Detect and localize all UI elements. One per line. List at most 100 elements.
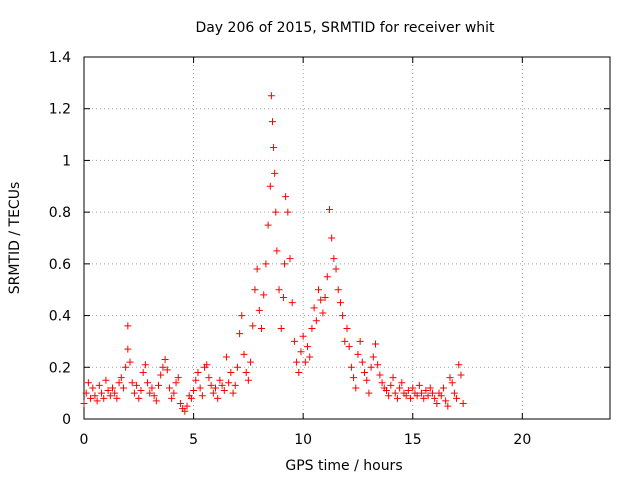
data-point (223, 353, 230, 360)
data-point (262, 260, 269, 267)
data-point (225, 379, 232, 386)
data-point (199, 392, 206, 399)
data-point (300, 333, 307, 340)
data-point (251, 286, 258, 293)
data-point (363, 377, 370, 384)
data-point (85, 379, 92, 386)
data-point (352, 384, 359, 391)
data-point (440, 384, 447, 391)
data-point (337, 299, 344, 306)
data-point (280, 294, 287, 301)
x-tick-label: 10 (294, 432, 312, 448)
data-point (416, 382, 423, 389)
data-point (96, 382, 103, 389)
data-point (131, 390, 138, 397)
data-point (372, 341, 379, 348)
y-tick-label: 1.2 (49, 102, 71, 118)
data-point (268, 92, 275, 99)
x-axis-label: GPS time / hours (285, 458, 402, 474)
data-point (295, 369, 302, 376)
data-point (291, 338, 298, 345)
data-point (311, 304, 318, 311)
data-point (365, 390, 372, 397)
data-point (142, 361, 149, 368)
y-tick-label: 0.8 (49, 205, 71, 221)
data-point (308, 325, 315, 332)
data-point (359, 359, 366, 366)
data-point (230, 390, 237, 397)
data-point (256, 307, 263, 314)
data-point (194, 369, 201, 376)
chart-title: Day 206 of 2015, SRMTID for receiver whi… (195, 20, 495, 36)
data-point (270, 144, 277, 151)
data-point (293, 359, 300, 366)
data-point (227, 369, 234, 376)
data-point (258, 325, 265, 332)
data-point (238, 312, 245, 319)
data-point (269, 118, 276, 125)
y-axis-ticks: 0 0.2 0.4 0.6 0.8 1 1.2 1.4 (49, 50, 610, 428)
data-point (460, 400, 467, 407)
data-point (326, 206, 333, 213)
data-point (284, 209, 291, 216)
data-point (348, 364, 355, 371)
y-tick-label: 1.4 (49, 50, 71, 66)
data-point (306, 353, 313, 360)
data-point (254, 266, 261, 273)
data-point (166, 384, 173, 391)
data-point (137, 387, 144, 394)
data-point (457, 372, 464, 379)
data-point (272, 209, 279, 216)
data-point (376, 372, 383, 379)
data-point (328, 235, 335, 242)
data-point (124, 346, 131, 353)
y-tick-label: 0.6 (49, 257, 71, 273)
data-point (354, 351, 361, 358)
data-point (276, 286, 283, 293)
data-point (190, 387, 197, 394)
data-point (339, 312, 346, 319)
data-point (245, 377, 252, 384)
data-point (249, 322, 256, 329)
data-point (344, 325, 351, 332)
data-point (304, 343, 311, 350)
chart: Day 206 of 2015, SRMTID for receiver whi… (0, 0, 640, 480)
data-point (260, 291, 267, 298)
data-point (341, 338, 348, 345)
data-point (144, 379, 151, 386)
data-point (155, 382, 162, 389)
data-point (102, 377, 109, 384)
data-point (302, 359, 309, 366)
data-point (346, 343, 353, 350)
data-point (370, 353, 377, 360)
data-points (81, 92, 467, 414)
y-tick-label: 0 (62, 412, 71, 428)
data-point (315, 286, 322, 293)
data-point (214, 395, 221, 402)
data-point (335, 286, 342, 293)
data-point (273, 247, 280, 254)
data-point (162, 356, 169, 363)
data-point (247, 359, 254, 366)
data-point (357, 338, 364, 345)
data-point (281, 260, 288, 267)
data-point (265, 222, 272, 229)
data-point (124, 322, 131, 329)
data-point (135, 395, 142, 402)
data-point (390, 374, 397, 381)
data-point (205, 374, 212, 381)
y-axis-label: SRMTID / TECUs (7, 182, 23, 295)
data-point (324, 273, 331, 280)
data-point (289, 299, 296, 306)
data-point (330, 255, 337, 262)
data-point (267, 183, 274, 190)
data-point (368, 364, 375, 371)
data-point (197, 384, 204, 391)
data-point (234, 364, 241, 371)
data-point (387, 382, 394, 389)
data-point (120, 384, 127, 391)
y-tick-label: 0.2 (49, 360, 71, 376)
data-point (240, 351, 247, 358)
x-tick-label: 5 (189, 432, 198, 448)
data-point (313, 317, 320, 324)
